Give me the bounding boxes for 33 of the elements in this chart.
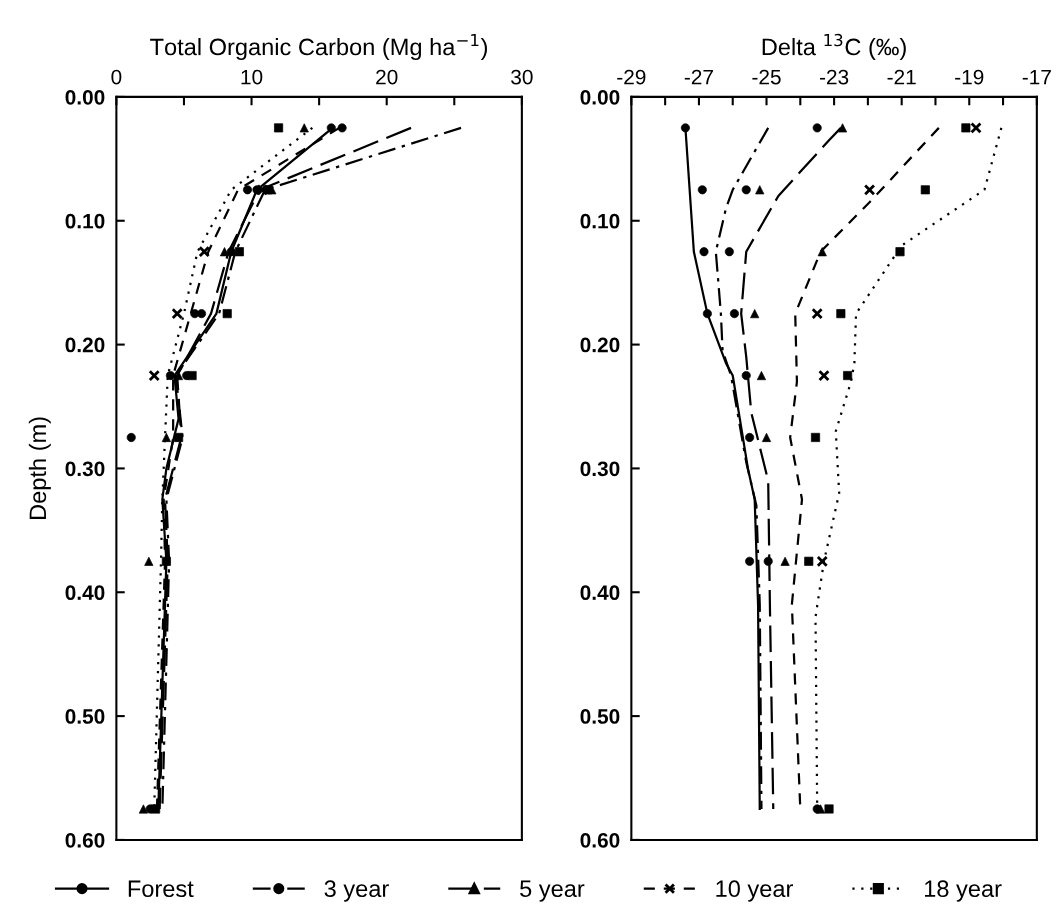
x-tick-label: -25	[752, 69, 781, 85]
legend-label: 3 year	[324, 880, 389, 902]
y-tick-label: 0.30	[580, 461, 620, 477]
y-tick-label: 0.00	[580, 89, 620, 105]
x-tick-label: -19	[955, 69, 984, 85]
y-tick-label: 0.40	[65, 585, 105, 601]
x-tick-label: -17	[1022, 69, 1051, 85]
y-tick-label: 0.60	[65, 832, 105, 848]
y-tick-label: 0.50	[65, 709, 105, 724]
x-tick-label: 30	[511, 69, 533, 85]
x-tick-label: 20	[376, 69, 398, 85]
x-tick-label: -29	[617, 69, 646, 85]
legend-label: 5 year	[520, 880, 585, 902]
y-tick-label: 0.30	[65, 461, 105, 477]
x-tick-label: 10	[241, 69, 263, 85]
y-tick-label: 0.40	[580, 585, 620, 601]
y-axis-title: Depth (m)	[28, 417, 51, 519]
y-tick-label: 0.10	[580, 213, 620, 229]
legend-label: 10 year	[716, 880, 793, 902]
x-tick-label: -27	[684, 69, 713, 85]
x-tick-label: -21	[887, 69, 916, 85]
x-axis-title: Total Organic Carbon (Mg ha$^{−1}$)	[150, 34, 487, 61]
x-tick-label: -23	[819, 69, 849, 85]
x-tick-label: 0	[111, 69, 122, 85]
x-axis-title: Delta $^{13}$C (‰)	[762, 33, 906, 60]
y-tick-label: 0.60	[580, 832, 620, 848]
y-tick-label: 0.10	[65, 213, 105, 229]
y-tick-label: 0.00	[65, 89, 105, 105]
y-tick-label: 0.20	[580, 337, 620, 353]
legend-label: Forest	[128, 880, 194, 898]
legend-label: 18 year	[925, 880, 1002, 902]
y-tick-label: 0.20	[65, 337, 105, 353]
y-tick-label: 0.50	[580, 709, 620, 724]
